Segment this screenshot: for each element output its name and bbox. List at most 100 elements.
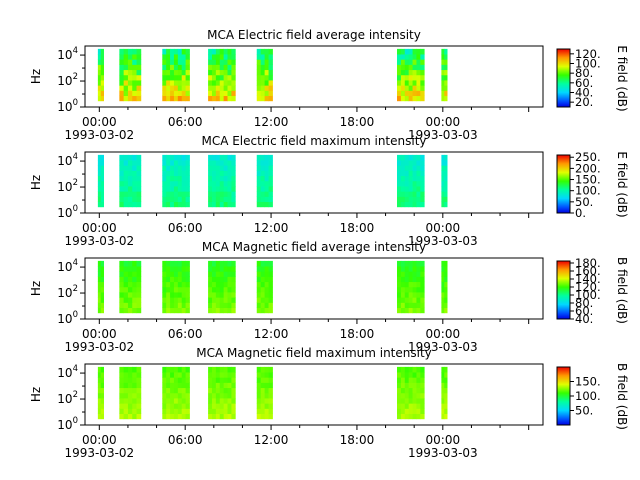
- spectrogram-cell: [136, 186, 142, 192]
- spectrogram-cell: [185, 69, 190, 76]
- spectrogram-cell: [420, 201, 425, 208]
- panel-title: MCA Electric field average intensity: [207, 28, 421, 42]
- x-tick-label: 18:00: [340, 433, 375, 447]
- spectrogram-cell: [260, 191, 266, 197]
- spectrogram-cell: [177, 276, 183, 283]
- spectrogram-cell: [185, 382, 190, 389]
- spectrogram-cell: [127, 382, 133, 389]
- spectrogram-cell: [119, 180, 125, 187]
- spectrogram-cell: [170, 292, 175, 298]
- spectrogram-cell: [119, 165, 125, 171]
- spectrogram-cell: [223, 186, 228, 192]
- spectrogram-cell: [127, 413, 133, 420]
- spectrogram-cell: [256, 186, 262, 192]
- spectrogram-cell: [185, 90, 190, 97]
- spectrogram-cell: [400, 201, 406, 208]
- y-tick-label: 104: [57, 152, 78, 168]
- spectrogram-cell: [268, 54, 273, 60]
- spectrogram-cell: [408, 165, 413, 171]
- spectrogram-cell: [127, 366, 133, 373]
- spectrogram-cell: [227, 95, 232, 102]
- spectrogram-cell: [119, 90, 125, 97]
- spectrogram-cell: [223, 372, 228, 378]
- spectrogram-cell: [136, 281, 142, 288]
- spectrogram-cell: [123, 413, 129, 420]
- spectrogram-cell: [264, 266, 269, 272]
- spectrogram-cell: [260, 398, 266, 404]
- spectrogram-cell: [260, 74, 266, 81]
- spectrogram-cell: [181, 372, 186, 378]
- x-tick-label: 06:00: [168, 433, 203, 447]
- spectrogram-cell: [181, 281, 186, 288]
- spectrogram-cell: [170, 59, 175, 65]
- spectrogram-cell: [119, 377, 125, 383]
- spectrogram-cell: [441, 85, 445, 91]
- spectrogram-cell: [123, 54, 129, 60]
- spectrogram-cell: [185, 80, 190, 86]
- spectrogram-cell: [256, 413, 262, 420]
- spectrogram-cell: [170, 74, 175, 81]
- spectrogram-cell: [215, 286, 221, 293]
- spectrogram-cell: [208, 95, 213, 102]
- spectrogram-cell: [136, 59, 142, 65]
- spectrogram-cell: [136, 85, 142, 91]
- spectrogram-cell: [231, 297, 236, 303]
- spectrogram-cell: [208, 90, 213, 97]
- spectrogram-cell: [416, 80, 421, 86]
- spectrogram-cell: [136, 286, 142, 293]
- spectrogram-cell: [404, 266, 410, 272]
- spectrogram-cell: [211, 175, 217, 182]
- spectrogram-cell: [223, 387, 228, 394]
- spectrogram-cell: [181, 160, 186, 166]
- spectrogram-cell: [416, 297, 421, 303]
- spectrogram-cell: [223, 170, 228, 177]
- spectrogram-cell: [170, 260, 175, 267]
- spectrogram-cell: [181, 196, 186, 203]
- spectrogram-cell: [400, 276, 406, 283]
- spectrogram-cell: [416, 74, 421, 81]
- spectrogram-cell: [119, 382, 125, 389]
- spectrogram-cell: [231, 271, 236, 277]
- spectrogram-cell: [97, 292, 102, 298]
- spectrogram-cell: [420, 377, 425, 383]
- spectrogram-cell: [123, 186, 129, 192]
- spectrogram-cell: [397, 302, 402, 309]
- spectrogram-cell: [166, 382, 171, 389]
- spectrogram-cell: [412, 59, 417, 65]
- spectrogram-cell: [173, 377, 179, 383]
- spectrogram-cell: [268, 260, 273, 267]
- spectrogram-cell: [227, 286, 232, 293]
- spectrogram-cell: [170, 69, 175, 76]
- spectrogram-cell: [97, 286, 102, 293]
- spectrogram-cell: [260, 302, 266, 309]
- spectrogram-cell: [256, 292, 262, 298]
- spectrogram-cell: [123, 276, 129, 283]
- x-tick-date: 1993-03-02: [64, 128, 134, 142]
- spectrogram-cell: [208, 413, 213, 420]
- spectrogram-cell: [211, 372, 217, 378]
- spectrogram-cell: [215, 196, 221, 203]
- spectrogram-cell: [441, 160, 445, 166]
- spectrogram-cell: [231, 398, 236, 404]
- colorbar-tick-label: 20.: [575, 95, 593, 109]
- spectrogram-cell: [441, 54, 445, 60]
- spectrogram-cell: [136, 387, 142, 394]
- spectrogram-cell: [123, 90, 129, 97]
- spectrogram-cell: [136, 382, 142, 389]
- spectrogram-cell: [408, 48, 413, 55]
- spectrogram-cell: [260, 413, 266, 420]
- spectrogram-cell: [412, 196, 417, 203]
- spectrogram-cell: [408, 307, 413, 314]
- spectrogram-cell: [127, 292, 133, 298]
- spectrogram-cell: [231, 54, 236, 60]
- spectrogram-cell: [127, 170, 133, 177]
- spectrogram-cell: [444, 387, 448, 394]
- spectrogram-cell: [400, 398, 406, 404]
- spectrogram-cell: [132, 201, 137, 208]
- spectrogram-cell: [132, 90, 137, 97]
- spectrogram-cell: [123, 95, 129, 102]
- spectrogram-cell: [166, 260, 171, 267]
- spectrogram-cell: [223, 154, 228, 161]
- spectrogram-cell: [136, 64, 142, 71]
- spectrogram-cell: [397, 85, 402, 91]
